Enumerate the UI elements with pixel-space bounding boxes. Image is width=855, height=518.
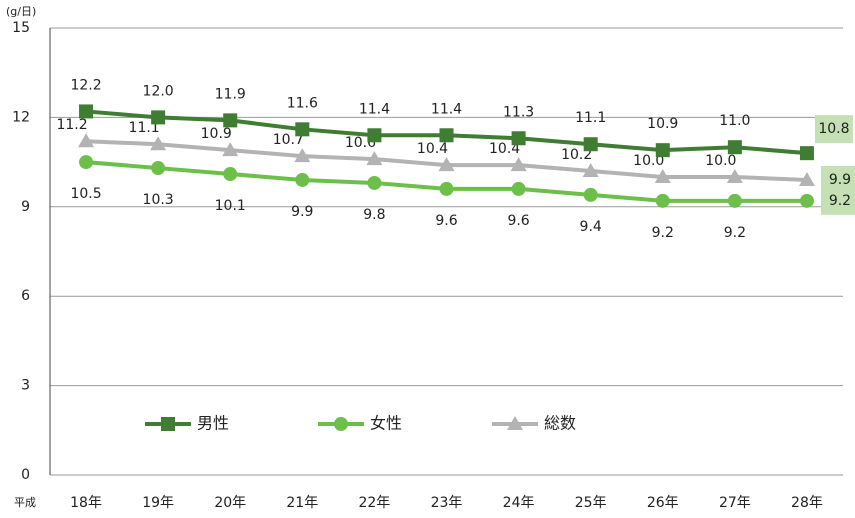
value-label: 10.8 bbox=[818, 121, 849, 137]
x-tick-label: 26年 bbox=[647, 495, 679, 511]
legend-marker bbox=[507, 416, 523, 430]
value-label: 11.1 bbox=[575, 110, 606, 126]
value-label: 11.0 bbox=[719, 113, 750, 129]
point bbox=[294, 148, 311, 163]
point bbox=[223, 167, 238, 182]
point bbox=[511, 131, 526, 146]
x-tick-label: 18年 bbox=[70, 495, 102, 511]
point bbox=[222, 142, 239, 157]
value-label: 10.9 bbox=[201, 126, 232, 142]
x-tick-label: 24年 bbox=[503, 495, 535, 511]
legend-marker bbox=[161, 417, 175, 431]
point bbox=[582, 163, 599, 178]
point bbox=[655, 143, 670, 158]
point bbox=[78, 133, 95, 148]
value-label-box bbox=[814, 115, 853, 144]
x-tick-label: 20年 bbox=[214, 495, 246, 511]
point bbox=[727, 140, 742, 155]
y-tick-label: 3 bbox=[21, 378, 30, 394]
legend-label: 男性 bbox=[197, 414, 229, 433]
point bbox=[799, 193, 814, 208]
legend-marker bbox=[334, 417, 348, 431]
point bbox=[439, 181, 454, 196]
legend-label: 総数 bbox=[544, 414, 576, 433]
y-tick-label: 0 bbox=[21, 467, 30, 483]
value-label: 10.4 bbox=[417, 141, 448, 157]
value-label: 9.2 bbox=[724, 225, 746, 241]
point bbox=[438, 157, 455, 172]
point bbox=[79, 155, 94, 170]
x-prefix: 平成 bbox=[14, 496, 36, 509]
x-tick-label: 22年 bbox=[358, 495, 390, 511]
value-label: 12.0 bbox=[143, 83, 174, 99]
value-label-box bbox=[820, 186, 855, 215]
value-label: 11.6 bbox=[287, 95, 318, 111]
point bbox=[151, 110, 166, 125]
point bbox=[439, 128, 454, 143]
x-tick-label: 27年 bbox=[719, 495, 751, 511]
point bbox=[295, 122, 310, 137]
point bbox=[295, 172, 310, 187]
point bbox=[510, 157, 527, 172]
value-label: 9.9 bbox=[829, 172, 851, 188]
value-label: 10.3 bbox=[143, 192, 174, 208]
value-label: 9.2 bbox=[652, 225, 674, 241]
legend-label: 女性 bbox=[370, 414, 402, 433]
x-tick-label: 25年 bbox=[575, 495, 607, 511]
point bbox=[654, 169, 671, 183]
value-label: 11.4 bbox=[359, 101, 390, 117]
value-label: 11.3 bbox=[503, 104, 534, 120]
point bbox=[150, 136, 167, 151]
y-tick-label: 15 bbox=[12, 20, 30, 36]
value-label: 10.5 bbox=[70, 186, 101, 202]
point bbox=[79, 104, 94, 119]
value-label: 10.0 bbox=[705, 153, 736, 169]
y-tick-label: 9 bbox=[21, 199, 30, 215]
value-label: 10.1 bbox=[215, 198, 246, 214]
value-label: 10.9 bbox=[647, 116, 678, 132]
point bbox=[223, 113, 238, 128]
point bbox=[511, 181, 526, 196]
x-tick-label: 19年 bbox=[142, 495, 174, 511]
point bbox=[366, 151, 383, 166]
unit-label: (g/日) bbox=[6, 5, 36, 18]
point bbox=[798, 171, 815, 186]
value-label: 9.4 bbox=[580, 219, 602, 235]
point bbox=[151, 161, 166, 176]
value-label: 11.9 bbox=[215, 86, 246, 102]
x-tick-label: 23年 bbox=[431, 495, 463, 511]
value-label: 9.9 bbox=[291, 204, 313, 220]
y-tick-label: 6 bbox=[21, 288, 30, 304]
value-label: 9.2 bbox=[829, 193, 851, 209]
point bbox=[799, 146, 814, 161]
value-label: 11.2 bbox=[56, 117, 87, 133]
x-tick-label: 28年 bbox=[791, 495, 823, 511]
point bbox=[583, 137, 598, 152]
y-tick-label: 12 bbox=[12, 109, 30, 125]
point bbox=[367, 175, 382, 190]
value-label: 9.6 bbox=[507, 213, 529, 229]
x-tick-label: 21年 bbox=[286, 495, 318, 511]
value-label: 9.6 bbox=[435, 213, 457, 229]
point bbox=[367, 128, 382, 143]
value-label: 9.8 bbox=[363, 207, 385, 223]
point bbox=[583, 187, 598, 202]
point bbox=[727, 193, 742, 208]
value-label: 12.2 bbox=[70, 77, 101, 93]
value-label: 11.4 bbox=[431, 101, 462, 117]
point bbox=[726, 169, 743, 183]
point bbox=[655, 193, 670, 208]
